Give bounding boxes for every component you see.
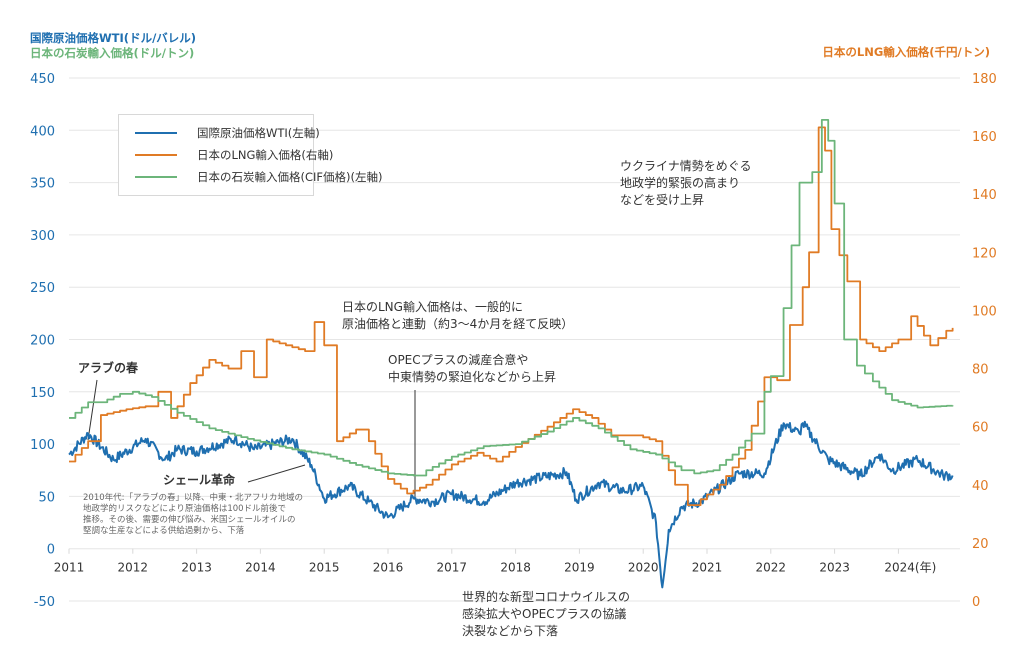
legend: 国際原油価格WTI(左軸) 日本のLNG輸入価格(右軸) 日本の石炭輸入価格(C… — [118, 114, 382, 196]
left-axis: 450 400 350 300 250 200 150 100 50 0 -50 — [30, 72, 55, 610]
x-axis: 2011 2012 2013 2014 2015 2016 2017 2018 2019 2020… — [54, 548, 936, 575]
lng-link-line: 原油価格と連動（約3〜4か月を経て反映） — [342, 317, 574, 331]
left-tick-label: 50 — [38, 490, 55, 505]
x-tick-label: 2023 — [819, 561, 850, 575]
left-tick-label: 250 — [30, 281, 55, 296]
x-tick-label: 2018 — [500, 561, 531, 575]
right-tick-label: 40 — [972, 479, 989, 494]
left-tick-label: 200 — [30, 334, 55, 349]
left-tick-label: 450 — [30, 72, 55, 87]
series-group — [68, 118, 954, 589]
legend-swatch-wti — [135, 132, 177, 134]
x-tick-label: 2020 — [628, 561, 659, 575]
left-tick-label: 350 — [30, 177, 55, 192]
x-tick-label: 2017 — [437, 561, 468, 575]
x-tick-label: 2015 — [309, 561, 340, 575]
ukraine-line: ウクライナ情勢をめぐる — [620, 159, 752, 173]
shale-note-line: 推移。その後、需要の伸び悩み、米国シェールオイルの — [83, 515, 296, 525]
right-axis: 180 160 140 120 100 80 60 40 20 0 — [972, 72, 997, 610]
left-tick-label: 100 — [30, 438, 55, 453]
right-tick-label: 160 — [972, 130, 997, 145]
arab-spring-leader — [87, 379, 98, 441]
x-tick-label: 2011 — [54, 561, 85, 575]
left-tick-label: 0 — [47, 543, 55, 558]
legend-label-lng: 日本のLNG輸入価格(右軸) — [197, 148, 334, 162]
legend-label-coal: 日本の石炭輸入価格(CIF価格)(左軸) — [197, 170, 383, 184]
right-tick-label: 100 — [972, 304, 997, 319]
annotation-shale-revolution: シェール革命 — [163, 473, 236, 487]
annotation-leaders — [87, 379, 416, 500]
legend-item-coal: 日本の石炭輸入価格(CIF価格)(左軸) — [135, 168, 382, 186]
left-axis-title-wti: 国際原油価格WTI(ドル/バレル) — [30, 31, 197, 45]
x-tick-label: 2012 — [118, 561, 149, 575]
right-axis-title-lng: 日本のLNG輸入価格(千円/トン) — [822, 45, 990, 59]
left-axis-title-coal: 日本の石炭輸入価格(ドル/トン) — [30, 46, 195, 60]
shale-note-line: 2010年代:「アラブの春」以降、中東・北アフリカ地域の — [83, 493, 303, 503]
x-tick-label: 2014 — [245, 561, 276, 575]
right-tick-label: 120 — [972, 246, 997, 261]
lng-link-line: 日本のLNG輸入価格は、一般的に — [342, 300, 523, 314]
x-tick-label: 2024(年) — [884, 561, 936, 575]
shale-note-line: 堅調な生産などによる供給過剰から、下落 — [83, 526, 245, 536]
x-tick-label: 2022 — [756, 561, 787, 575]
legend-label-wti: 国際原油価格WTI(左軸) — [197, 126, 320, 140]
left-tick-label: 150 — [30, 386, 55, 401]
left-tick-label: -50 — [34, 595, 55, 610]
right-tick-label: 140 — [972, 188, 997, 203]
x-tick-label: 2013 — [181, 561, 212, 575]
series-line-coal — [69, 118, 954, 477]
right-tick-label: 60 — [972, 421, 989, 436]
x-tick-label: 2016 — [373, 561, 404, 575]
left-tick-label: 300 — [30, 229, 55, 244]
left-tick-label: 400 — [30, 124, 55, 139]
series-line-wti — [68, 420, 954, 589]
covid-line: 決裂などから下落 — [462, 624, 559, 638]
x-tick-label: 2019 — [564, 561, 595, 575]
covid-line: 感染拡大やOPECプラスの協議 — [462, 607, 627, 621]
opec-line: OPECプラスの減産合意や — [388, 353, 529, 367]
ukraine-line: などを受け上昇 — [620, 193, 705, 207]
right-tick-label: 0 — [972, 595, 980, 610]
right-tick-label: 80 — [972, 363, 989, 378]
ukraine-line: 地政学的緊張の高まり — [620, 176, 741, 190]
covid-line: 世界的な新型コロナウイルスの — [462, 590, 631, 604]
legend-swatch-lng — [135, 154, 177, 156]
x-tick-label: 2021 — [692, 561, 723, 575]
series-line-lng — [69, 126, 954, 507]
right-tick-label: 180 — [972, 72, 997, 87]
shale-note-line: 地政学的リスクなどにより原油価格は100ドル前後で — [83, 504, 287, 514]
opec-line: 中東情勢の緊迫化などから上昇 — [388, 370, 557, 384]
annotation-arab-spring: アラブの春 — [78, 361, 139, 375]
right-tick-label: 20 — [972, 537, 989, 552]
legend-swatch-coal — [135, 176, 177, 178]
legend-item-wti: 国際原油価格WTI(左軸) — [135, 124, 320, 142]
shale-leader — [247, 464, 306, 483]
legend-item-lng: 日本のLNG輸入価格(右軸) — [135, 146, 333, 164]
